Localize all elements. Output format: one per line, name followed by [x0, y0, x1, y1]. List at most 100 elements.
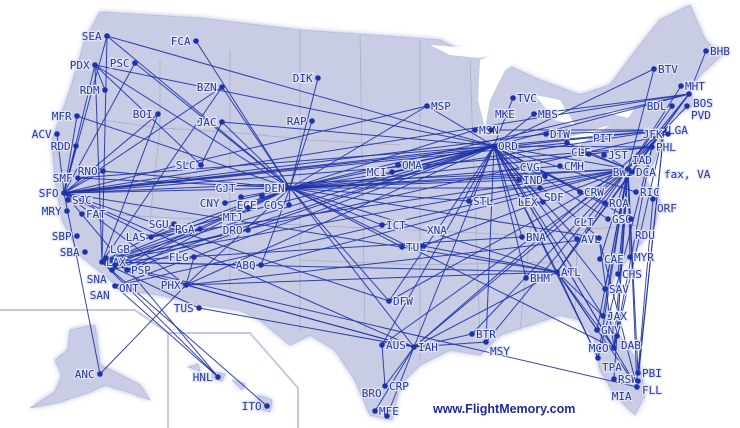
airport-jax[interactable]: JAX [600, 309, 628, 324]
airport-dab[interactable]: DAB [614, 333, 642, 353]
airport-marker-icon[interactable] [531, 111, 537, 117]
airport-atl[interactable]: ATL [554, 265, 582, 280]
airport-marker-icon[interactable] [193, 38, 199, 44]
airport-marker-icon[interactable] [686, 91, 692, 97]
airport-phx[interactable]: PHX [160, 278, 189, 293]
airport-marker-icon[interactable] [466, 198, 472, 204]
airport-mtj[interactable]: MTJ [222, 205, 251, 225]
airport-mbs[interactable]: MBS [531, 107, 559, 122]
airport-marker-icon[interactable] [634, 384, 640, 390]
airport-marker-icon[interactable] [171, 221, 177, 227]
airport-fca[interactable]: FCA [170, 34, 199, 49]
airport-marker-icon[interactable] [420, 243, 426, 249]
airport-cvg[interactable]: CVG [519, 160, 548, 179]
airport-pga[interactable]: PGA [174, 222, 203, 237]
airport-marker-icon[interactable] [469, 331, 475, 337]
airport-marker-icon[interactable] [99, 259, 105, 265]
airport-marker-icon[interactable] [287, 185, 293, 191]
airport-bhm[interactable]: BHM [523, 271, 551, 286]
airport-rsw[interactable]: RSW [611, 372, 639, 387]
airport-marker-icon[interactable] [259, 193, 265, 199]
airport-btv[interactable]: BTV [651, 62, 679, 77]
airport-marker-icon[interactable] [602, 200, 608, 206]
airport-phl[interactable]: PHL [649, 140, 677, 155]
airport-marker-icon[interactable] [245, 227, 251, 233]
airport-marker-icon[interactable] [155, 111, 161, 117]
airport-cny[interactable]: CNY [199, 196, 228, 211]
airport-marker-icon[interactable] [586, 151, 592, 157]
airport-sea[interactable]: SEA [81, 29, 110, 44]
airport-marker-icon[interactable] [615, 271, 621, 277]
airport-marker-icon[interactable] [102, 87, 108, 93]
airport-marker-icon[interactable] [519, 234, 525, 240]
airport-marker-icon[interactable] [574, 236, 580, 242]
airport-marker-icon[interactable] [649, 144, 655, 150]
airport-ict[interactable]: ICT [379, 218, 407, 233]
airport-mci[interactable]: MCI [366, 165, 395, 180]
airport-marker-icon[interactable] [75, 175, 81, 181]
airport-marker-icon[interactable] [384, 413, 390, 419]
airport-rdu[interactable]: RDU [628, 216, 656, 243]
airport-sba[interactable]: SBA [59, 245, 88, 260]
airport-marker-icon[interactable] [399, 244, 405, 250]
airport-marker-icon[interactable] [472, 127, 478, 133]
airport-marker-icon[interactable] [286, 202, 292, 208]
airport-psc[interactable]: PSC [109, 56, 138, 71]
airport-mry[interactable]: MRY [41, 204, 70, 219]
airport-marker-icon[interactable] [703, 48, 709, 54]
airport-marker-icon[interactable] [678, 83, 684, 89]
airport-marker-icon[interactable] [625, 166, 631, 172]
airport-marker-icon[interactable] [54, 131, 60, 137]
airport-marker-icon[interactable] [379, 222, 385, 228]
airport-sbp[interactable]: SBP [51, 229, 80, 244]
airport-cle[interactable]: CLE [564, 140, 592, 160]
airport-marker-icon[interactable] [148, 234, 154, 240]
airport-marker-icon[interactable] [597, 256, 603, 262]
airport-crp[interactable]: CRP [382, 379, 410, 394]
airport-pdx[interactable]: PDX [69, 58, 98, 73]
airport-pbi[interactable]: PBI [635, 366, 663, 381]
airport-marker-icon[interactable] [491, 143, 497, 149]
airport-marker-icon[interactable] [197, 226, 203, 232]
airport-marker-icon[interactable] [196, 305, 202, 311]
airport-marker-icon[interactable] [411, 344, 417, 350]
airport-gso[interactable]: GSO [605, 212, 633, 227]
airport-iad[interactable]: IAD [625, 153, 653, 172]
airport-ege[interactable]: EGE [236, 193, 265, 213]
airport-san[interactable]: SAN [89, 283, 118, 303]
airport-marker-icon[interactable] [661, 127, 667, 133]
airport-jst[interactable]: JST [601, 148, 629, 163]
airport-marker-icon[interactable] [516, 177, 522, 183]
airport-marker-icon[interactable] [614, 333, 620, 339]
airport-boi[interactable]: BOI [132, 107, 161, 122]
airport-marker-icon[interactable] [635, 160, 641, 166]
airport-marker-icon[interactable] [596, 235, 602, 241]
airport-sjc[interactable]: SJC [65, 193, 93, 208]
airport-marker-icon[interactable] [424, 103, 430, 109]
airport-marker-icon[interactable] [554, 269, 560, 275]
airport-stl[interactable]: STL [466, 194, 494, 209]
airport-ont[interactable]: ONT [112, 262, 140, 296]
airport-marker-icon[interactable] [382, 383, 388, 389]
airport-oma[interactable]: OMA [395, 158, 423, 173]
airport-marker-icon[interactable] [264, 403, 270, 409]
airport-marker-icon[interactable] [124, 267, 130, 273]
credit-link[interactable]: www.FlightMemory.com [433, 402, 576, 416]
airport-ric[interactable]: RIC [633, 185, 661, 200]
airport-dtw[interactable]: DTW [543, 127, 571, 142]
airport-roa[interactable]: ROA [602, 196, 630, 211]
airport-marker-icon[interactable] [219, 119, 225, 125]
airport-marker-icon[interactable] [523, 275, 529, 281]
airport-marker-icon[interactable] [65, 197, 71, 203]
airport-dro[interactable]: DRO [222, 223, 251, 238]
airport-marker-icon[interactable] [684, 103, 690, 109]
airport-clt[interactable]: CLT [573, 215, 602, 241]
airport-marker-icon[interactable] [198, 162, 204, 168]
airport-lga[interactable]: LGA [661, 123, 689, 138]
airport-ind[interactable]: IND [516, 173, 544, 188]
airport-marker-icon[interactable] [633, 189, 639, 195]
airport-cmh[interactable]: CMH [557, 159, 585, 174]
airport-marker-icon[interactable] [245, 205, 251, 211]
airport-marker-icon[interactable] [557, 163, 563, 169]
airport-marker-icon[interactable] [488, 127, 494, 133]
